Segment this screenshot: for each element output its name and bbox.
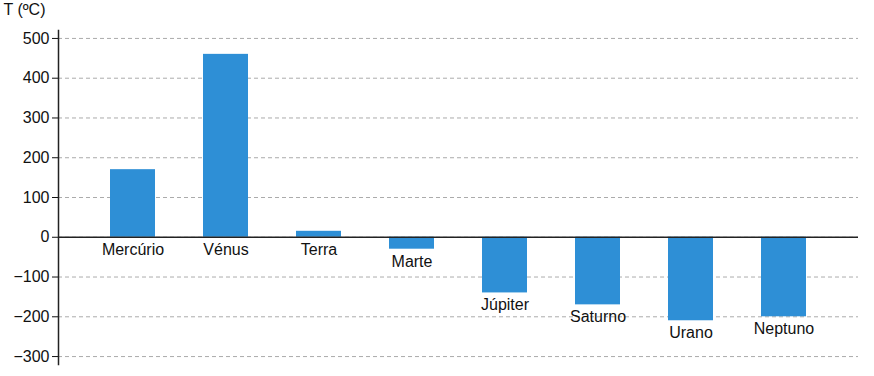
svg-text:Vénus: Vénus: [203, 241, 248, 258]
svg-text:200: 200: [23, 149, 50, 166]
svg-text:Urano: Urano: [669, 324, 713, 341]
svg-text:−300: −300: [13, 348, 49, 365]
svg-text:−100: −100: [13, 268, 49, 285]
svg-text:Terra: Terra: [301, 241, 338, 258]
svg-text:500: 500: [23, 30, 50, 47]
svg-text:100: 100: [23, 189, 50, 206]
svg-text:T (ºC): T (ºC): [4, 1, 46, 18]
svg-text:Marte: Marte: [392, 253, 433, 270]
svg-text:−200: −200: [13, 308, 49, 325]
svg-text:Neptuno: Neptuno: [754, 320, 815, 337]
svg-text:Júpiter: Júpiter: [481, 296, 530, 313]
svg-text:300: 300: [23, 109, 50, 126]
svg-text:0: 0: [41, 228, 50, 245]
svg-text:400: 400: [23, 69, 50, 86]
svg-text:Saturno: Saturno: [570, 308, 626, 325]
svg-text:Mercúrio: Mercúrio: [102, 241, 164, 258]
